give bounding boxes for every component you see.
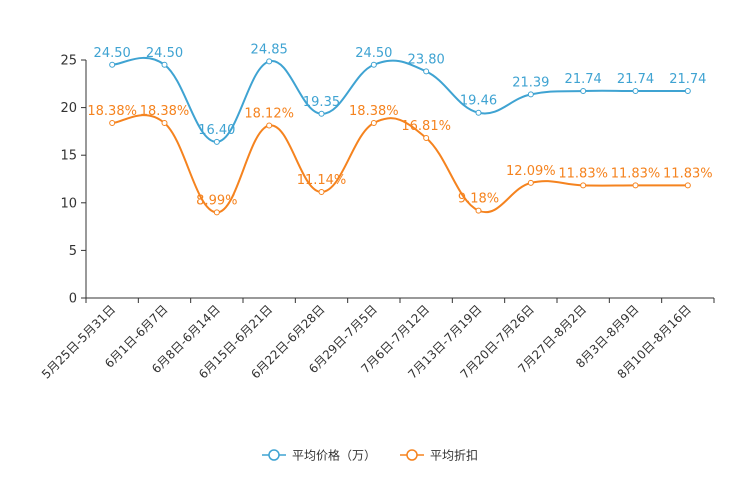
data-label: 21.39 (512, 75, 549, 90)
y-tick-label: 25 (60, 54, 77, 69)
legend-item-1[interactable]: 平均折扣 (400, 448, 478, 463)
data-point[interactable] (266, 122, 273, 129)
data-point[interactable] (109, 61, 116, 68)
data-label: 21.74 (669, 72, 706, 87)
data-point[interactable] (213, 138, 220, 145)
data-point[interactable] (423, 134, 430, 141)
y-tick-label: 10 (60, 196, 77, 211)
data-label: 11.83% (611, 166, 661, 181)
x-axis: 5月25日-5月31日6月1日-6月7日6月8日-6月14日6月15日-6月21… (39, 297, 715, 382)
data-label: 18.38% (87, 104, 137, 119)
data-point[interactable] (213, 209, 220, 216)
data-label: 19.35 (303, 95, 340, 110)
data-label: 18.38% (140, 104, 190, 119)
data-point[interactable] (475, 109, 482, 116)
data-point[interactable] (580, 88, 587, 95)
legend[interactable]: 平均价格（万） 平均折扣 (262, 448, 478, 463)
y-tick-label: 0 (69, 292, 77, 307)
data-point[interactable] (161, 120, 168, 127)
x-tick-label: 5月25日-5月31日 (39, 302, 118, 381)
data-label: 18.12% (244, 106, 294, 121)
legend-marker-icon (406, 449, 418, 461)
series-1: 18.38% 18.38%8.99%18.12%11.14%18.38%16.81… (87, 104, 713, 216)
data-label: 24.50 (94, 46, 131, 61)
data-label: 11.83% (558, 166, 608, 181)
data-label: 23.80 (408, 52, 445, 67)
data-label: 12.09% (506, 164, 556, 179)
data-point[interactable] (161, 61, 168, 68)
data-point[interactable] (684, 182, 691, 189)
data-point[interactable] (632, 182, 639, 189)
legend-marker-icon (268, 449, 280, 461)
legend-label: 平均折扣 (430, 448, 478, 463)
legend-label: 平均价格（万） (292, 448, 376, 463)
data-label: 9.18% (458, 192, 499, 207)
data-point[interactable] (109, 120, 116, 127)
y-tick-label: 15 (60, 149, 77, 164)
data-point[interactable] (370, 61, 377, 68)
y-axis: 0 5 10 15 20 25 (60, 54, 87, 307)
data-label: 16.40 (198, 123, 235, 138)
data-label: 19.46 (460, 94, 497, 109)
y-tick-label: 20 (60, 101, 77, 116)
data-point[interactable] (632, 88, 639, 95)
data-point[interactable] (318, 110, 325, 117)
data-point[interactable] (527, 179, 534, 186)
data-label: 8.99% (196, 193, 237, 208)
data-point[interactable] (423, 68, 430, 75)
data-point[interactable] (266, 58, 273, 65)
data-label: 21.74 (565, 72, 602, 87)
data-point[interactable] (527, 91, 534, 98)
series-layer: 24.50 24.50 16.40 24.85 19.35 24.50 23.80 19.46… (87, 42, 713, 216)
data-label: 18.38% (349, 104, 399, 119)
data-point[interactable] (370, 120, 377, 127)
data-label: 16.81% (401, 119, 451, 134)
legend-item-0[interactable]: 平均价格（万） (262, 448, 376, 463)
series-0: 24.50 24.50 16.40 24.85 19.35 24.50 23.80 19.46… (94, 42, 706, 145)
data-label: 24.50 (146, 46, 183, 61)
data-label: 24.85 (251, 42, 288, 57)
data-point[interactable] (318, 188, 325, 195)
data-label: 24.50 (355, 46, 392, 61)
y-tick-label: 5 (69, 244, 77, 259)
data-point[interactable] (475, 207, 482, 214)
data-point[interactable] (684, 88, 691, 95)
data-label: 21.74 (617, 72, 654, 87)
data-label: 11.83% (663, 166, 713, 181)
data-label: 11.14% (297, 173, 347, 188)
data-point[interactable] (580, 182, 587, 189)
